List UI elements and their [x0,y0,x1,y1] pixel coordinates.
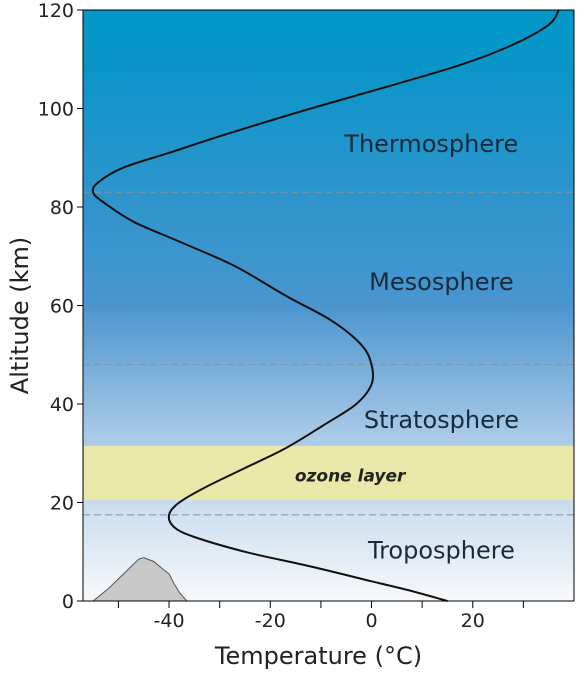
layer-label-mesosphere: Mesosphere [369,268,513,296]
x-axis-title: Temperature (°C) [214,642,422,670]
y-tick-label: 120 [38,0,74,22]
y-tick-label: 60 [50,296,74,318]
x-axis: -40 -20 0 20 [117,601,524,632]
y-axis-title: Altitude (km) [6,237,34,394]
ozone-layer-label: ozone layer [295,466,407,486]
y-axis: 0 20 40 60 80 100 120 [38,0,83,613]
x-tick-label: -40 [154,610,185,632]
y-tick-label: 40 [50,394,74,416]
layer-label-thermosphere: Thermosphere [343,130,518,158]
y-tick-label: 100 [38,99,74,121]
y-tick-label: 20 [50,493,74,515]
sky-background [83,10,574,601]
layer-label-stratosphere: Stratosphere [364,406,519,434]
x-tick-label: 0 [365,610,377,632]
x-tick-label: 20 [461,610,485,632]
layer-boundaries [83,191,574,516]
layer-label-troposphere: Troposphere [367,536,515,564]
temperature-curve [91,9,560,602]
y-tick-label: 80 [50,197,74,219]
x-tick-label: -20 [255,610,286,632]
layer-labels: Troposphere Stratosphere Mesosphere Thermos… [343,130,519,564]
y-tick-label: 0 [62,591,74,613]
mountain [91,557,188,602]
ozone-layer-band [84,445,574,501]
